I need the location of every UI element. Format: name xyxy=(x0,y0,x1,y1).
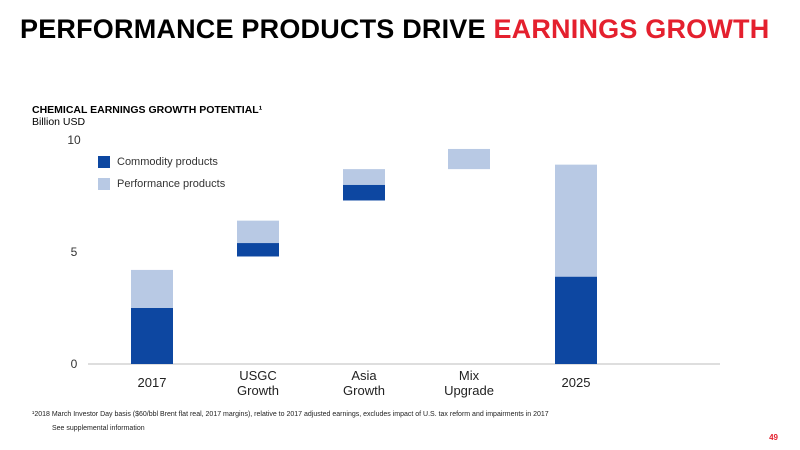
chart-unit-label: Billion USD xyxy=(32,116,86,128)
bar-performance-4 xyxy=(555,164,597,277)
legend-item-performance: Performance products xyxy=(98,174,225,194)
bar-performance-3 xyxy=(448,148,490,170)
slide-title-main: PERFORMANCE PRODUCTS DRIVE xyxy=(20,14,494,44)
bar-performance-0 xyxy=(131,269,173,308)
bar-performance-2 xyxy=(343,169,385,185)
footnote-supplemental: See supplemental information xyxy=(52,425,145,432)
bar-commodity-2 xyxy=(343,184,385,201)
legend-swatch-commodity xyxy=(98,156,110,168)
legend-swatch-performance xyxy=(98,178,110,190)
category-label-0: 2017 xyxy=(138,375,167,390)
slide-title: PERFORMANCE PRODUCTS DRIVE EARNINGS GROW… xyxy=(20,14,769,45)
category-label-4: 2025 xyxy=(562,375,591,390)
category-label-1: USGC Growth xyxy=(237,368,279,398)
chart-legend: Commodity products Performance products xyxy=(98,152,225,196)
bar-commodity-1 xyxy=(237,243,279,257)
category-label-3: Mix Upgrade xyxy=(444,368,494,398)
chart-title: CHEMICAL EARNINGS GROWTH POTENTIAL¹ xyxy=(32,104,263,116)
bar-commodity-0 xyxy=(131,308,173,364)
legend-label-commodity: Commodity products xyxy=(117,156,218,168)
page-number: 49 xyxy=(769,433,778,442)
slide-title-accent: EARNINGS GROWTH xyxy=(493,14,770,44)
legend-label-performance: Performance products xyxy=(117,178,226,190)
bar-commodity-4 xyxy=(555,276,597,364)
y-tick-label-2: 10 xyxy=(67,133,81,147)
y-tick-label-1: 5 xyxy=(71,245,78,259)
bar-performance-1 xyxy=(237,220,279,244)
category-label-2: Asia Growth xyxy=(343,368,385,398)
legend-item-commodity: Commodity products xyxy=(98,152,225,172)
footnote: ¹2018 March Investor Day basis ($60/bbl … xyxy=(32,411,549,418)
y-tick-label-0: 0 xyxy=(71,357,78,371)
